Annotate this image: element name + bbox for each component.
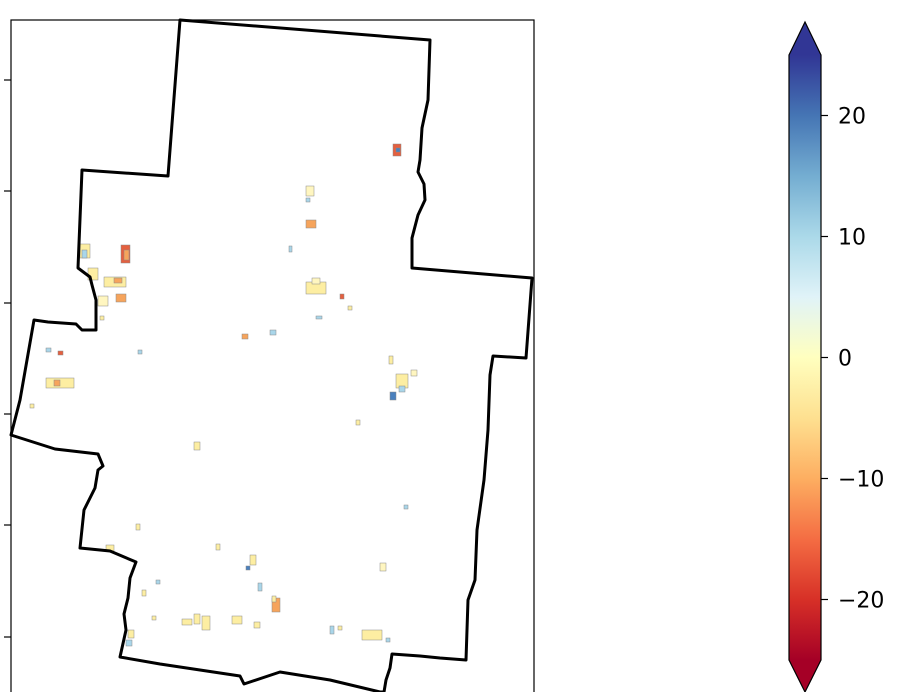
land-patch xyxy=(53,379,61,387)
land-patch xyxy=(155,579,161,585)
colorbar-extend-bottom xyxy=(789,660,821,692)
land-patch xyxy=(253,621,261,629)
land-patch xyxy=(81,249,88,259)
land-patch xyxy=(403,504,409,510)
land-patch xyxy=(151,615,157,621)
land-patch xyxy=(288,245,293,253)
land-patch xyxy=(329,625,335,635)
land-patch xyxy=(115,293,127,303)
land-patch xyxy=(215,543,221,551)
land-patch xyxy=(337,625,343,631)
land-patch xyxy=(271,595,277,603)
land-patch xyxy=(361,629,383,641)
land-patch xyxy=(315,315,323,320)
county-boundary xyxy=(9,18,534,694)
land-patch xyxy=(395,147,401,153)
land-patch xyxy=(339,293,345,300)
land-patch xyxy=(245,565,251,571)
land-patch xyxy=(231,615,243,625)
colorbar-tick-label: −10 xyxy=(838,468,884,493)
land-patch xyxy=(249,554,257,566)
land-patch xyxy=(388,355,394,365)
colorbar-ticks: 20 10 0 −10 −20 xyxy=(821,105,884,614)
land-patch xyxy=(305,219,317,229)
colorbar-tick-label: 20 xyxy=(838,105,866,130)
land-patch xyxy=(379,562,387,572)
land-patch xyxy=(385,637,391,643)
land-patch xyxy=(305,197,311,203)
land-patch xyxy=(269,329,277,336)
land-patch xyxy=(347,305,353,311)
colorbar-tick-label: 0 xyxy=(838,347,852,372)
land-patch xyxy=(181,618,193,626)
land-patch xyxy=(398,385,406,393)
land-patch xyxy=(257,582,263,592)
map-axes xyxy=(4,18,535,696)
land-patch xyxy=(141,589,147,597)
land-patch xyxy=(241,333,249,340)
land-patch xyxy=(127,629,135,639)
colorbar-tick-label: −20 xyxy=(838,589,884,614)
colorbar: 20 10 0 −10 −20 xyxy=(788,20,884,694)
land-patch xyxy=(137,349,143,355)
map-frame xyxy=(10,19,535,696)
land-patch xyxy=(99,315,105,321)
land-patch xyxy=(123,249,130,261)
land-patch xyxy=(311,277,321,285)
land-patch xyxy=(29,403,35,409)
land-patch xyxy=(355,419,361,426)
land-patch xyxy=(97,295,109,307)
land-patch xyxy=(193,441,201,451)
colorbar-tick-label: 10 xyxy=(838,226,866,251)
land-patch xyxy=(201,615,211,631)
land-patches xyxy=(29,143,418,647)
land-patch xyxy=(135,523,141,531)
land-patch xyxy=(193,613,201,625)
map-y-ticks xyxy=(4,79,11,638)
land-patch xyxy=(389,391,397,401)
land-patch xyxy=(410,369,418,377)
colorbar-body xyxy=(789,55,821,660)
land-patch xyxy=(125,639,133,647)
land-patch xyxy=(305,185,315,197)
colorbar-extend-top xyxy=(789,22,821,55)
land-patch xyxy=(57,350,64,356)
land-patch xyxy=(45,347,52,353)
colorbar-outline xyxy=(788,20,822,694)
land-patch xyxy=(113,277,123,284)
